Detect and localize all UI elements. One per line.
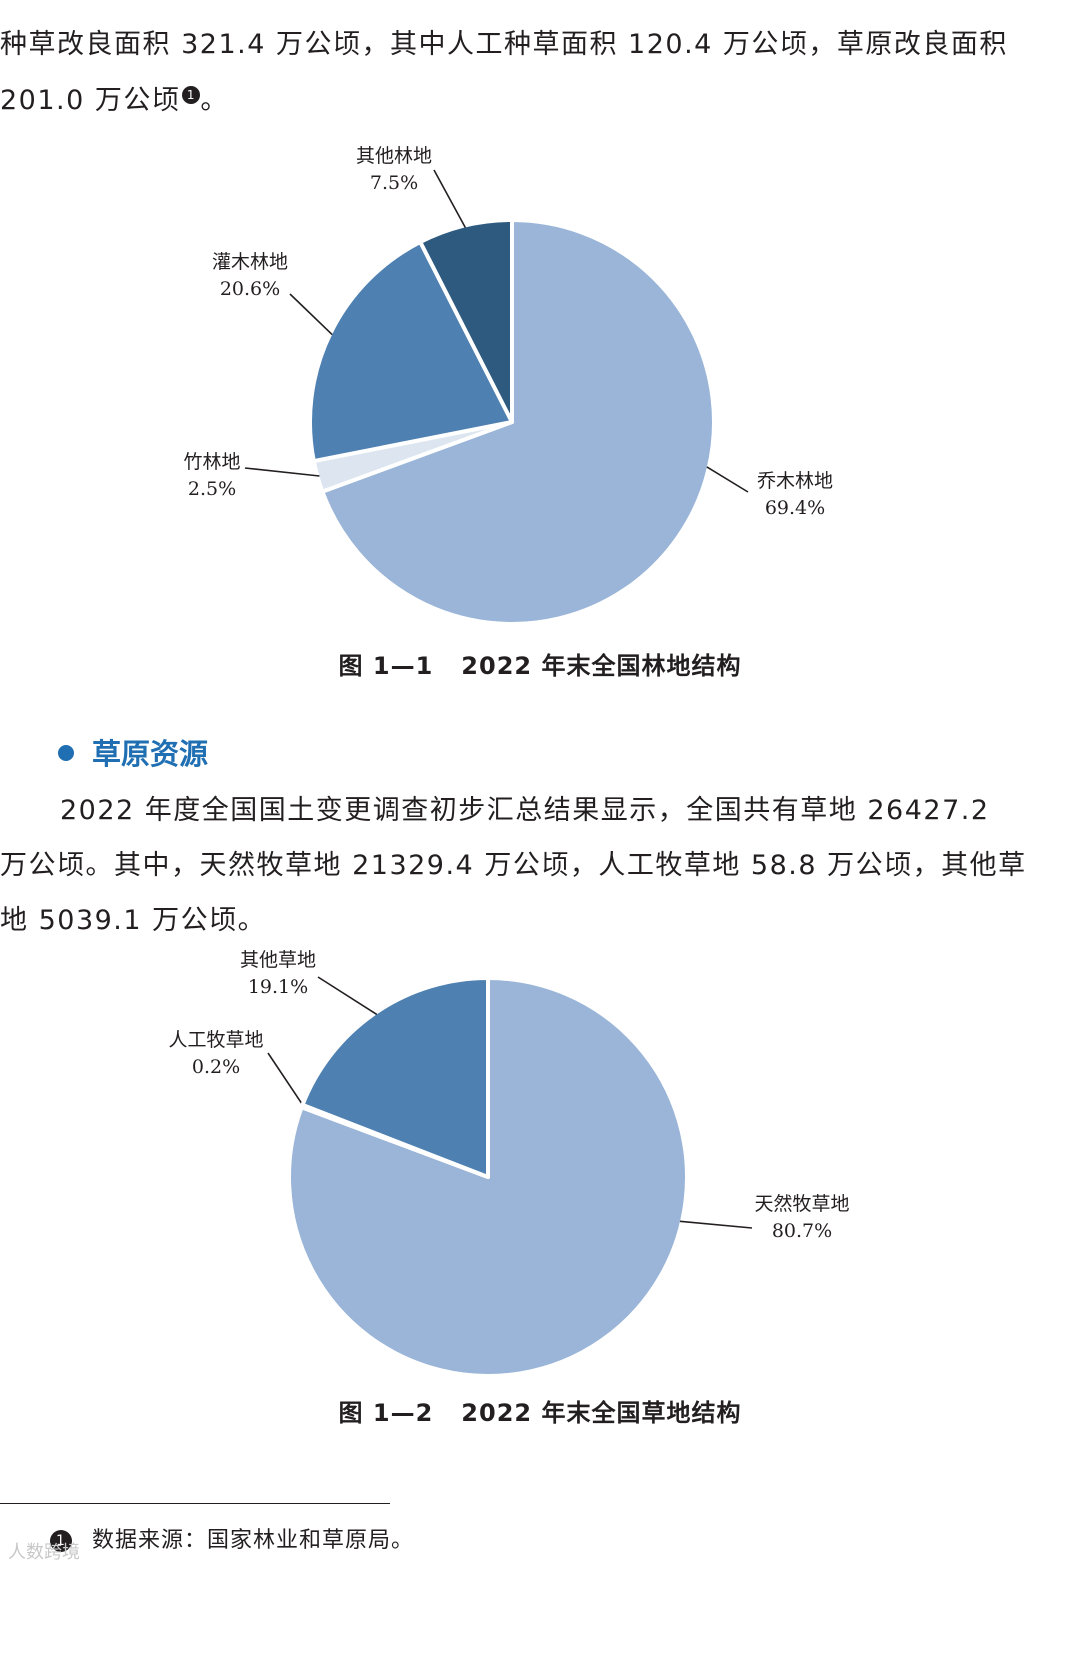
grass-pie-slice-1: [287, 976, 689, 1378]
forest-pie-leader-line-4: [433, 169, 467, 228]
bullet-dot-icon: [58, 745, 74, 761]
intro-paragraph-line2: 201.0 万公顷 1。: [0, 78, 1075, 117]
footnote-divider: [0, 1503, 390, 1504]
intro-paragraph-line1: 种草改良面积 321.4 万公顷，其中人工种草面积 120.4 万公顷，草原改良…: [0, 29, 1008, 60]
figure2-caption: 图 1—2 2022 年末全国草地结构: [0, 1393, 1080, 1428]
section-heading: 草原资源: [58, 731, 208, 773]
forest-pie-slice-label-3: 灌木林地: [212, 251, 288, 273]
figure1-caption-title: 2022 年末全国林地结构: [461, 652, 742, 680]
figure2-caption-number: 图 1—2: [338, 1399, 434, 1427]
forest-pie-slice-value-1: 69.4%: [765, 497, 825, 519]
intro-line2-text: 201.0 万公顷: [0, 85, 181, 116]
forest-land-pie-chart: 乔木林地 69.4% 竹林地 2.5% 灌木林地 20.6% 其他林地 7.5%: [0, 130, 1080, 650]
forest-land-pie-svg: 乔木林地 69.4% 竹林地 2.5% 灌木林地 20.6% 其他林地 7.5%: [183, 145, 833, 626]
forest-pie-slice-value-3: 20.6%: [220, 278, 280, 300]
forest-pie-leader-line-1: [706, 466, 749, 493]
grassland-paragraph-line3: 地 5039.1 万公顷。: [0, 905, 267, 936]
figure1-caption: 图 1—1 2022 年末全国林地结构: [0, 646, 1080, 681]
grassland-paragraph-line2: 万公顷。其中，天然牧草地 21329.4 万公顷，人工牧草地 58.8 万公顷，…: [0, 850, 1027, 881]
grass-pie-slice-value-3: 19.1%: [248, 976, 308, 998]
forest-pie-slice-value-4: 7.5%: [370, 172, 418, 194]
forest-pie-leader-line-2: [244, 467, 320, 477]
forest-pie-leader-line-3: [289, 293, 333, 336]
figure1-caption-number: 图 1—1: [338, 652, 434, 680]
grass-pie-slice-label-2: 人工牧草地: [168, 1029, 263, 1051]
forest-pie-slice-label-4: 其他林地: [356, 145, 432, 167]
footnote-reference[interactable]: 1: [182, 86, 201, 104]
grass-pie-slice-label-3: 其他草地: [240, 949, 316, 971]
forest-pie-slice-1: [320, 218, 716, 626]
footnote: 1 数据来源：国家林业和草原局。: [50, 1522, 414, 1554]
forest-pie-slice-label-1: 乔木林地: [757, 470, 833, 492]
watermark-logo: 人数跨境: [8, 1542, 80, 1563]
grassland-pie-svg: 天然牧草地 80.7% 人工牧草地 0.2% 其他草地 19.1%: [168, 949, 850, 1378]
footnote-marker: 1: [50, 1530, 72, 1552]
grass-pie-slice-value-2: 0.2%: [192, 1056, 240, 1078]
grassland-pie-chart: 天然牧草地 80.7% 人工牧草地 0.2% 其他草地 19.1%: [0, 940, 1080, 1390]
forest-pie-slice-value-2: 2.5%: [188, 478, 236, 500]
figure2-caption-title: 2022 年末全国草地结构: [461, 1399, 742, 1427]
grass-pie-slice-label-1: 天然牧草地: [754, 1193, 849, 1215]
intro-line2-end: 。: [200, 85, 229, 116]
footnote-text: 数据来源：国家林业和草原局。: [92, 1528, 415, 1553]
grass-pie-leader-line-3: [317, 976, 378, 1016]
grass-pie-slice-value-1: 80.7%: [772, 1220, 832, 1242]
grass-pie-leader-line-1: [679, 1220, 753, 1229]
grass-pie-leader-line-2: [267, 1052, 305, 1108]
forest-pie-slice-label-2: 竹林地: [183, 451, 240, 473]
section-heading-text: 草原资源: [92, 737, 209, 771]
grassland-paragraph-line1: 2022 年度全国国土变更调查初步汇总结果显示，全国共有草地 26427.2: [60, 795, 990, 826]
